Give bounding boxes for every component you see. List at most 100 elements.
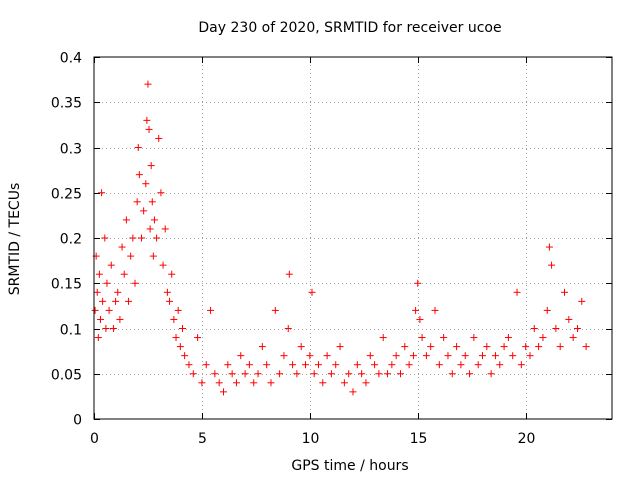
- data-point: [267, 379, 275, 387]
- data-point: [556, 343, 564, 351]
- data-point: [263, 361, 271, 369]
- data-point: [276, 370, 284, 378]
- data-point: [254, 370, 262, 378]
- y-tick-label: 0.2: [60, 232, 82, 248]
- data-point: [140, 207, 148, 215]
- data-point: [340, 379, 348, 387]
- data-point: [535, 343, 543, 351]
- data-point: [145, 125, 153, 133]
- data-point: [159, 261, 167, 269]
- data-point: [548, 261, 556, 269]
- data-point: [470, 334, 478, 342]
- data-point: [112, 297, 120, 305]
- data-point: [353, 361, 361, 369]
- data-point: [120, 270, 128, 278]
- y-tick-label: 0.1: [60, 323, 82, 339]
- y-tick-label: 0.25: [51, 187, 82, 203]
- data-point: [314, 361, 322, 369]
- y-axis-ticks: 0 0.05 0.1 0.15 0.2 0.25 0.3 0.35 0.4: [51, 51, 612, 429]
- data-point: [345, 370, 353, 378]
- data-point: [414, 279, 422, 287]
- data-points: [91, 80, 590, 396]
- data-point: [125, 297, 133, 305]
- data-point: [422, 352, 430, 360]
- data-point: [509, 352, 517, 360]
- data-point: [427, 343, 435, 351]
- data-point: [297, 343, 305, 351]
- data-point: [371, 361, 379, 369]
- data-point: [435, 361, 443, 369]
- data-point: [293, 370, 301, 378]
- data-point: [163, 288, 171, 296]
- data-point: [232, 379, 240, 387]
- data-point: [388, 361, 396, 369]
- data-point: [103, 279, 111, 287]
- data-point: [517, 361, 525, 369]
- data-point: [401, 343, 409, 351]
- data-point: [457, 361, 465, 369]
- data-point: [302, 361, 310, 369]
- data-point: [336, 343, 344, 351]
- data-point: [174, 306, 182, 314]
- data-point: [153, 234, 161, 242]
- data-point: [431, 306, 439, 314]
- data-point: [155, 134, 163, 142]
- data-point: [308, 288, 316, 296]
- data-point: [96, 315, 104, 323]
- data-point: [412, 306, 420, 314]
- data-point: [185, 361, 193, 369]
- data-point: [102, 325, 110, 332]
- data-point: [133, 198, 141, 206]
- data-point: [319, 379, 327, 387]
- data-point: [176, 343, 184, 351]
- data-point: [565, 315, 573, 323]
- data-point: [142, 180, 150, 188]
- data-point: [384, 370, 392, 378]
- data-point: [409, 352, 417, 360]
- y-axis-label: SRMTID / TECUs: [7, 183, 23, 296]
- data-point: [93, 288, 101, 296]
- data-point: [127, 252, 135, 260]
- data-point: [107, 261, 115, 269]
- data-point: [496, 361, 504, 369]
- data-point: [349, 388, 357, 396]
- data-point: [285, 270, 293, 278]
- data-point: [271, 306, 279, 314]
- data-point: [543, 306, 551, 314]
- data-point: [375, 370, 383, 378]
- data-point: [418, 334, 426, 342]
- data-point: [211, 370, 219, 378]
- data-point: [101, 234, 109, 242]
- data-point: [122, 216, 130, 224]
- data-point: [189, 370, 197, 378]
- chart-title: Day 230 of 2020, SRMTID for receiver uco…: [198, 20, 501, 36]
- x-axis-label: GPS time / hours: [291, 458, 408, 474]
- data-point: [215, 379, 223, 387]
- y-tick-label: 0: [73, 413, 82, 429]
- data-point: [552, 325, 560, 332]
- data-point: [99, 297, 107, 305]
- data-point: [578, 297, 586, 305]
- data-point: [168, 270, 176, 278]
- data-point: [245, 361, 253, 369]
- data-point: [461, 352, 469, 360]
- data-point: [150, 216, 158, 224]
- data-point: [137, 234, 145, 242]
- data-point: [224, 361, 232, 369]
- y-tick-label: 0.05: [51, 368, 82, 384]
- data-point: [453, 343, 461, 351]
- data-point: [181, 352, 189, 360]
- data-point: [157, 189, 165, 197]
- data-point: [405, 361, 413, 369]
- data-point: [358, 370, 366, 378]
- data-point: [198, 379, 206, 387]
- data-point: [310, 370, 318, 378]
- data-point: [228, 370, 236, 378]
- data-point: [98, 189, 106, 197]
- data-point: [444, 352, 452, 360]
- data-point: [118, 243, 126, 251]
- data-point: [500, 343, 508, 351]
- data-point: [483, 343, 491, 351]
- data-point: [241, 370, 249, 378]
